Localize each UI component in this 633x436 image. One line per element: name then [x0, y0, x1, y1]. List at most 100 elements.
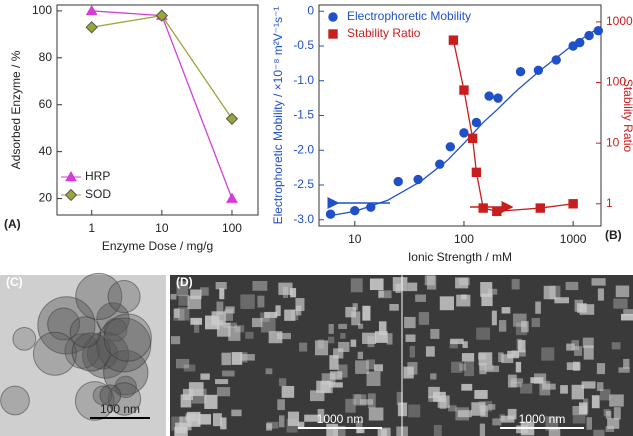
texture — [103, 318, 128, 342]
texture — [178, 307, 190, 321]
texture — [428, 396, 442, 402]
texture — [290, 288, 297, 298]
x-tick-label: 1000 — [560, 232, 587, 246]
texture — [501, 307, 511, 314]
legend-marker — [328, 29, 338, 39]
texture — [397, 402, 408, 417]
texture — [607, 418, 620, 429]
y-tick-label: 100 — [32, 3, 52, 17]
texture — [178, 294, 190, 306]
data-point — [467, 133, 478, 144]
texture — [367, 393, 376, 409]
texture — [216, 322, 231, 337]
texture — [260, 312, 270, 322]
texture — [456, 294, 471, 307]
texture — [501, 354, 514, 364]
texture — [86, 338, 119, 370]
data-point — [350, 206, 360, 216]
texture — [317, 408, 325, 423]
texture — [439, 296, 454, 311]
legend-marker — [65, 170, 77, 182]
texture — [204, 394, 218, 409]
texture — [350, 278, 363, 293]
texture — [99, 384, 122, 407]
texture — [591, 278, 606, 286]
texture — [12, 326, 37, 351]
texture — [459, 277, 470, 286]
texture — [328, 336, 335, 344]
texture — [531, 318, 541, 328]
x-axis-label: Enzyme Dose / mg/g — [102, 239, 213, 253]
texture — [474, 390, 488, 399]
texture — [511, 350, 526, 357]
texture — [362, 332, 377, 344]
x-tick-label: 1 — [88, 221, 95, 235]
panel-label: (B) — [605, 228, 622, 242]
texture — [516, 338, 522, 350]
y-tick-label: 0 — [307, 3, 314, 17]
texture — [74, 381, 115, 421]
texture — [571, 384, 584, 400]
texture — [368, 407, 384, 421]
texture — [92, 385, 113, 406]
texture — [268, 331, 283, 344]
texture — [605, 426, 615, 432]
panel-label: (A) — [4, 217, 21, 231]
y2-tick-label: 1 — [606, 196, 613, 210]
texture — [430, 328, 440, 339]
texture — [455, 277, 469, 289]
texture — [521, 321, 529, 333]
texture — [219, 288, 225, 300]
legend-label: Electrophoretic Mobility — [347, 9, 471, 23]
texture — [498, 352, 504, 363]
texture — [374, 364, 383, 372]
scale-label: 1000 nm — [317, 412, 364, 426]
texture — [188, 382, 204, 397]
texture — [333, 425, 346, 436]
texture — [430, 373, 437, 380]
texture — [69, 316, 102, 348]
texture — [220, 417, 227, 430]
panel-label: (D) — [176, 275, 193, 289]
texture — [455, 407, 470, 421]
texture — [450, 338, 464, 345]
y-tick-label: -1.0 — [293, 73, 314, 87]
texture — [510, 378, 524, 384]
y-tick-label: -1.5 — [293, 108, 314, 122]
texture — [433, 391, 446, 402]
texture — [596, 382, 604, 392]
texture — [240, 354, 255, 361]
texture — [252, 281, 268, 291]
texture — [245, 331, 254, 339]
texture — [597, 288, 604, 301]
data-point — [393, 176, 403, 187]
texture — [355, 360, 369, 374]
data-point — [226, 192, 238, 203]
texture — [328, 323, 334, 334]
texture — [216, 387, 231, 397]
y2-tick-label: 1000 — [606, 14, 633, 28]
texture — [107, 382, 142, 416]
texture — [174, 426, 188, 436]
texture — [317, 339, 324, 349]
texture — [573, 361, 580, 371]
texture — [571, 340, 579, 351]
texture — [257, 295, 265, 308]
texture — [611, 342, 621, 350]
series-line — [452, 40, 574, 213]
texture — [415, 294, 426, 302]
texture — [338, 323, 348, 329]
texture — [479, 362, 487, 375]
texture — [560, 385, 568, 394]
texture — [543, 285, 556, 300]
texture — [266, 421, 279, 429]
data-point — [325, 209, 336, 219]
texture — [605, 410, 612, 419]
texture — [216, 301, 224, 315]
texture — [174, 308, 180, 318]
texture — [32, 331, 77, 376]
texture — [362, 305, 371, 321]
texture — [75, 272, 123, 321]
texture — [457, 410, 472, 418]
texture — [615, 285, 630, 298]
